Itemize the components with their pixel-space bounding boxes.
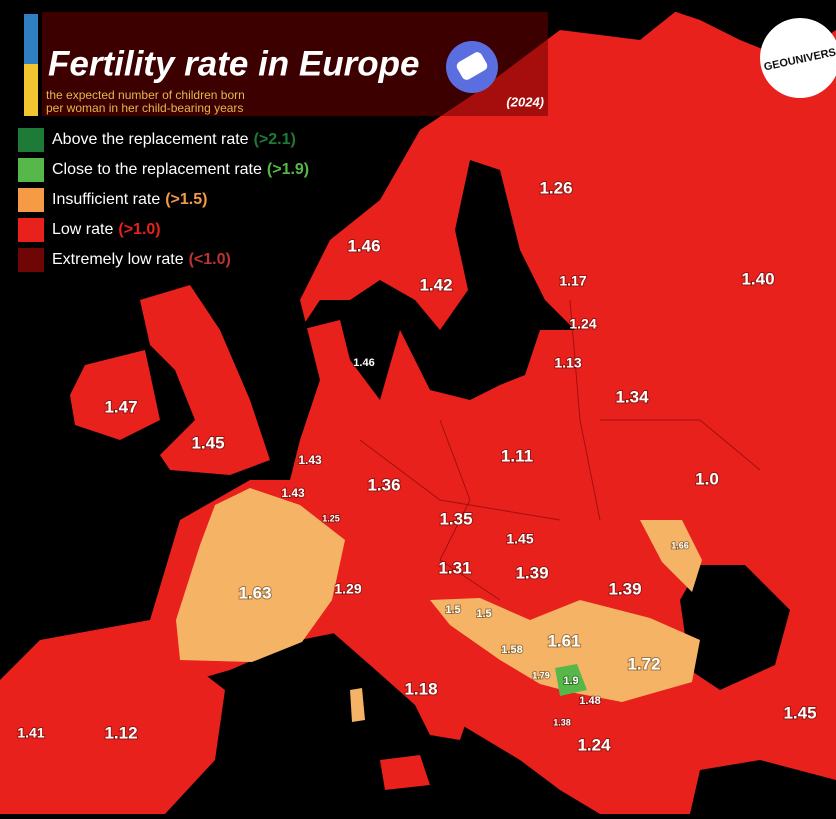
legend-threshold: (>1.0) [118, 221, 160, 238]
legend: Above the replacement rate (>2.1) Close to… [18, 128, 309, 272]
legend-threshold: (>1.5) [165, 191, 207, 208]
flag-blue [24, 14, 38, 64]
country-rate: 1.46 [353, 357, 374, 369]
country-rate: 1.13 [554, 355, 581, 371]
country-rate: 1.63 [238, 583, 271, 602]
north-baltic-sea [300, 160, 575, 400]
mediterranean [160, 630, 600, 814]
subtitle-line: per woman in her child-bearing years [46, 101, 243, 115]
italy [320, 600, 470, 740]
country-rate: 1.45 [506, 531, 533, 547]
legend-text: Low rate [52, 221, 113, 238]
country-rate: 1.66 [671, 540, 689, 550]
legend-swatch [18, 158, 44, 182]
map-labels: 1.26 1.46 1.42 1.17 1.40 1.24 1.46 1.13 1.47 1.34… [16, 177, 817, 755]
country-rate: 1.39 [608, 579, 641, 598]
legend-swatch [18, 188, 44, 212]
country-rate: 1.79 [532, 670, 550, 680]
country-rate: 1.42 [419, 275, 452, 294]
france [176, 488, 345, 662]
country-rate: 1.41 [17, 725, 44, 741]
legend-swatch [18, 128, 44, 152]
country-rate: 1.31 [438, 558, 471, 577]
subtitle-line: the expected number of children born [46, 88, 245, 102]
country-rate: 1.11 [501, 446, 533, 465]
logo-circle [760, 18, 836, 98]
corsica [350, 688, 365, 722]
ireland [70, 350, 160, 440]
legend-threshold: (<1.0) [189, 251, 231, 268]
country-rate: 1.25 [322, 513, 340, 523]
country-rate: 1.58 [501, 644, 522, 656]
country-rate: 1.40 [741, 269, 774, 288]
legend-label: Insufficient rate (>1.5) [52, 191, 207, 208]
country-rate: 1.43 [298, 453, 322, 467]
country-rate: 1.43 [281, 486, 305, 500]
legend-label: Close to the replacement rate (>1.9) [52, 161, 309, 178]
balkans [430, 598, 700, 702]
country-rate: 1.35 [439, 509, 472, 528]
country-rate: 1.46 [347, 236, 380, 255]
legend-threshold: (>1.9) [267, 161, 309, 178]
country-rate: 1.29 [334, 581, 361, 597]
legend-text: Extremely low rate [52, 251, 184, 268]
title: Fertility rate in Europe [48, 44, 419, 83]
country-rate: 1.48 [579, 695, 600, 707]
legend-threshold: (>2.1) [254, 131, 296, 148]
kosovo [555, 664, 587, 696]
legend-label: Extremely low rate (<1.0) [52, 251, 231, 268]
legend-text: Above the replacement rate [52, 131, 249, 148]
country-rate: 1.12 [104, 723, 137, 742]
country-rate: 1.45 [783, 703, 816, 722]
country-rate: 1.17 [559, 273, 586, 289]
country-rate: 1.39 [515, 563, 548, 582]
country-rate: 1.9 [563, 675, 578, 687]
country-rate: 1.24 [577, 735, 611, 754]
flag-yellow [24, 64, 38, 116]
country-rate: 1.0 [695, 469, 719, 488]
country-rate: 1.36 [367, 475, 400, 494]
legend-swatch [18, 248, 44, 272]
legend-swatch [18, 218, 44, 242]
black-sea [680, 565, 790, 690]
legend-text: Close to the replacement rate [52, 161, 262, 178]
country-rate: 1.61 [547, 631, 580, 650]
sicily [380, 755, 430, 790]
country-rate: 1.18 [404, 679, 437, 698]
country-rate: 1.72 [627, 654, 660, 673]
country-rate: 1.24 [569, 316, 596, 332]
moldova [640, 520, 702, 592]
country-rate: 1.5 [445, 604, 460, 616]
country-rate: 1.45 [191, 433, 224, 452]
icon-ticket [456, 52, 488, 80]
legend-text: Insufficient rate [52, 191, 160, 208]
country-rate: 1.5 [476, 608, 491, 620]
country-rate: 1.38 [553, 717, 571, 727]
atlantic [0, 0, 690, 680]
year: (2024) [506, 94, 544, 109]
country-rate: 1.26 [539, 178, 572, 197]
legend-label: Above the replacement rate (>2.1) [52, 131, 296, 148]
country-rate: 1.34 [615, 387, 649, 406]
legend-label: Low rate (>1.0) [52, 221, 161, 238]
iberia [0, 640, 225, 814]
britain [140, 285, 270, 475]
borders [359, 299, 761, 601]
east-sea [690, 760, 836, 814]
country-rate: 1.47 [104, 397, 137, 416]
